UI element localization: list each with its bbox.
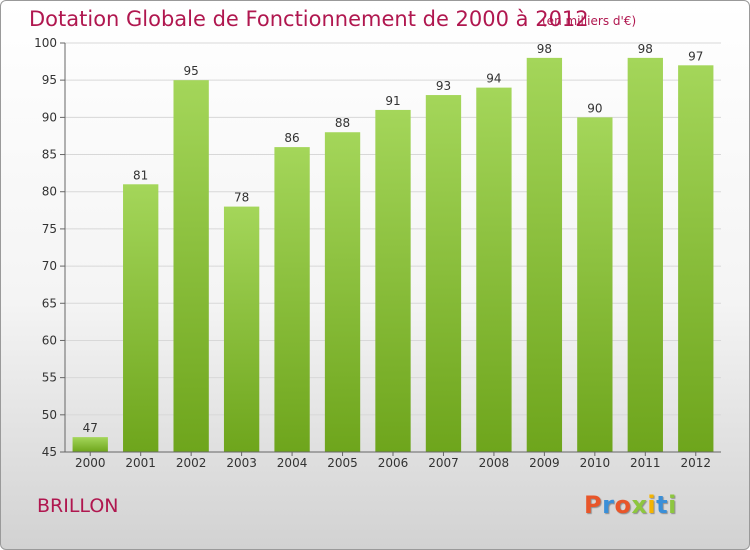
bar-value-label: 97: [688, 49, 703, 63]
bar-2001: [123, 184, 159, 453]
bar-value-label: 78: [234, 191, 249, 205]
logo-letter: x: [631, 491, 648, 519]
x-tick-label: 2009: [529, 456, 560, 470]
y-tick-label: 45: [42, 445, 57, 459]
bar-value-label: 93: [436, 79, 451, 93]
x-tick-label: 2007: [428, 456, 459, 470]
bar-value-label: 81: [133, 168, 148, 182]
bar-value-label: 47: [83, 421, 98, 435]
bar-2008: [476, 87, 512, 453]
logo-letter: o: [614, 491, 632, 519]
commune-name: BRILLON: [37, 495, 119, 517]
y-tick-label: 90: [42, 110, 57, 124]
y-tick-label: 50: [42, 408, 57, 422]
bar-value-label: 91: [385, 94, 400, 108]
chart-title: Dotation Globale de Fonctionnement de 20…: [29, 7, 589, 31]
bar-value-label: 95: [184, 64, 199, 78]
bar-2002: [173, 80, 209, 452]
logo-letter: P: [584, 491, 603, 519]
y-tick-label: 65: [42, 296, 57, 310]
logo-letter: r: [602, 491, 615, 519]
bar-2010: [577, 117, 613, 452]
bar-2006: [375, 109, 411, 452]
bar-value-label: 94: [486, 72, 501, 86]
x-tick-label: 2003: [226, 456, 257, 470]
bar-2003: [223, 206, 260, 452]
y-tick-label: 55: [42, 371, 57, 385]
bar-2011: [627, 57, 663, 452]
y-tick-label: 85: [42, 148, 57, 162]
y-tick-label: 75: [42, 222, 57, 236]
bar-2005: [324, 132, 361, 452]
bar-value-label: 86: [284, 131, 299, 145]
bar-2009: [526, 57, 563, 452]
bar-value-label: 98: [537, 42, 552, 56]
logo-letter: i: [668, 491, 677, 519]
y-tick-label: 95: [42, 73, 57, 87]
logo-letter: t: [656, 491, 669, 519]
x-tick-label: 2000: [75, 456, 106, 470]
logo-letter: i: [647, 491, 657, 519]
proxiti-logo[interactable]: Proxiti: [584, 491, 677, 519]
x-tick-label: 2006: [378, 456, 409, 470]
y-tick-label: 100: [34, 36, 57, 50]
bar-2012: [678, 65, 714, 453]
y-tick-label: 80: [42, 185, 57, 199]
x-tick-label: 2008: [479, 456, 510, 470]
bar-value-label: 90: [587, 101, 602, 115]
x-tick-label: 2012: [680, 456, 711, 470]
x-tick-label: 2002: [176, 456, 207, 470]
x-tick-label: 2001: [125, 456, 156, 470]
bar-value-label: 98: [638, 42, 653, 56]
x-tick-label: 2010: [580, 456, 611, 470]
bar-2000: [72, 437, 108, 452]
chart-unit-note: (en milliers d'€): [542, 14, 637, 28]
bar-2004: [274, 147, 310, 453]
bar-value-label: 88: [335, 116, 350, 130]
y-tick-label: 70: [42, 259, 57, 273]
x-tick-label: 2004: [277, 456, 308, 470]
y-tick-label: 60: [42, 333, 57, 347]
x-tick-label: 2005: [327, 456, 358, 470]
bar-2007: [425, 95, 462, 453]
x-tick-label: 2011: [630, 456, 661, 470]
